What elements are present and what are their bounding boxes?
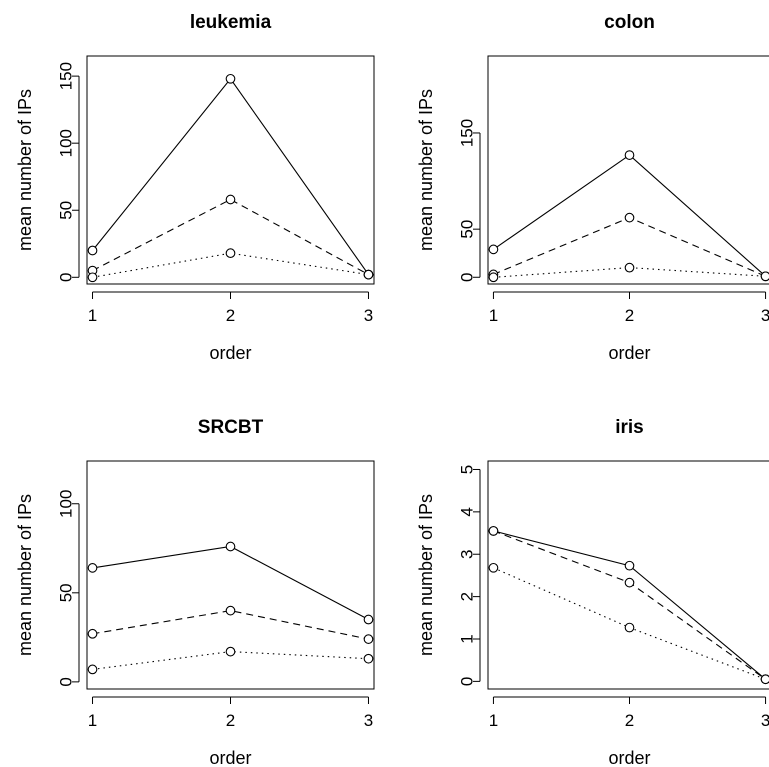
data-point [760,674,769,685]
data-point [87,245,98,256]
data-point [624,622,635,633]
data-point [363,614,374,625]
data-point [488,244,499,255]
data-point [225,73,236,84]
panel-2: SRCBT 1 2 3 order 0 50 100 mean number of IPs [15,417,375,767]
data-point [87,628,98,639]
series-line-dotted [92,651,369,670]
panel-title: iris [615,417,644,438]
x-tick-label: 1 [88,306,97,325]
y-tick-label: 50 [458,220,477,239]
panel-title: leukemia [190,12,272,33]
x-axis-label: order [608,748,650,767]
y-tick-label: 50 [57,201,76,220]
data-point [363,269,374,280]
x-tick-label: 3 [761,711,769,730]
x-tick-label: 1 [489,306,498,325]
y-tick-label: 0 [458,677,477,686]
panel-title: colon [604,12,655,33]
x-tick-label: 3 [364,306,373,325]
data-point [87,664,98,675]
y-axis-label: mean number of IPs [416,89,436,251]
data-point [225,248,236,259]
y-tick-label: 0 [57,677,76,686]
x-tick-label: 2 [625,306,634,325]
data-point [225,194,236,205]
data-point [624,560,635,571]
series-line-dotted [493,267,766,278]
panel-0: leukemia 1 2 3 order 0 50 100 150 mean number of … [15,12,375,363]
x-axis-label: order [209,748,251,767]
series-line-dashed [92,610,369,640]
y-axis-label: mean number of IPs [15,494,35,656]
data-point [363,653,374,664]
series-line-dashed [92,198,369,276]
data-point [488,562,499,573]
panel-3: iris 1 2 3 order 0 1 2 3 4 5 mean number of IPs [416,417,769,767]
series-line-solid [493,530,766,680]
y-tick-label: 4 [458,507,477,516]
y-tick-label: 100 [57,490,76,518]
y-tick-label: 100 [57,129,76,157]
data-point [225,541,236,552]
data-point [225,646,236,657]
y-tick-label: 1 [458,634,477,643]
y-tick-label: 3 [458,549,477,558]
data-point [624,262,635,273]
data-point [624,577,635,588]
y-tick-label: 5 [458,465,477,474]
x-tick-label: 3 [761,306,769,325]
data-point [488,526,499,536]
y-tick-label: 0 [458,273,477,282]
panel-1: colon 1 2 3 order 0 50 150 mean number of IPs [416,12,769,363]
y-tick-label: 150 [57,62,76,90]
x-tick-label: 2 [226,306,235,325]
y-axis-label: mean number of IPs [416,494,436,656]
data-point [760,271,769,282]
data-point [225,605,236,616]
plot-frame [487,460,769,690]
data-point [624,212,635,223]
plot-frame [487,55,769,285]
x-axis-label: order [209,343,251,363]
x-tick-label: 2 [625,711,634,730]
x-axis-label: order [608,343,650,363]
y-tick-label: 0 [57,273,76,282]
data-point [488,272,499,283]
series-line-dashed [493,530,766,680]
panel-title: SRCBT [198,417,264,438]
x-tick-label: 2 [226,711,235,730]
data-point [363,634,374,644]
x-tick-label: 1 [88,711,97,730]
plot-frame [86,55,375,285]
data-point [624,150,635,160]
y-axis-label: mean number of IPs [15,89,35,251]
plot-frame [86,460,375,690]
y-tick-label: 2 [458,592,477,601]
x-tick-label: 1 [489,711,498,730]
series-line-solid [92,77,369,275]
data-point [87,563,98,573]
data-point [87,272,98,283]
y-tick-label: 50 [57,583,76,602]
x-tick-label: 3 [364,711,373,730]
y-tick-label: 150 [458,119,477,147]
